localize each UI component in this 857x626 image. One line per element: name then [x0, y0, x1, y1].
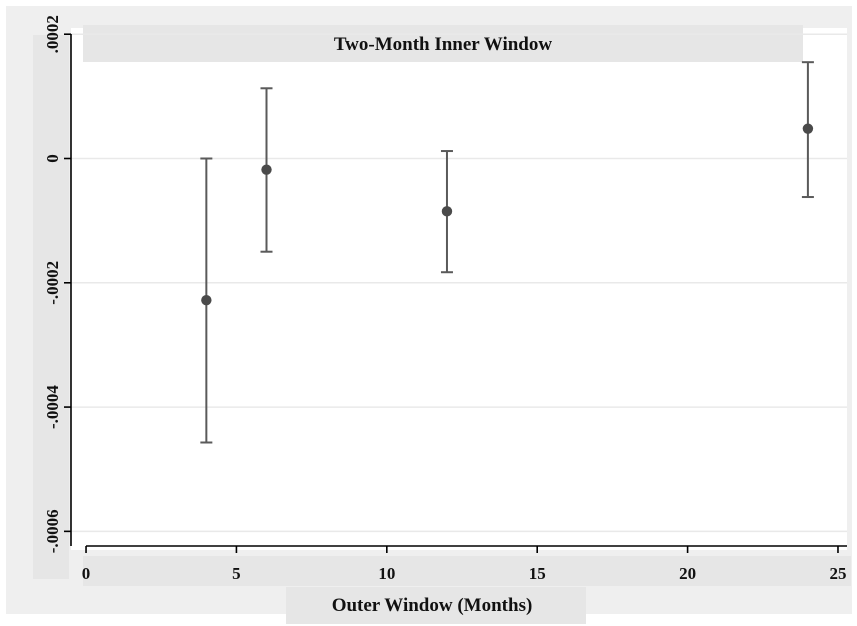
x-tick-label: 25 — [829, 564, 846, 583]
x-tick-label: 5 — [232, 564, 241, 583]
x-tick-label-strip — [83, 556, 851, 586]
y-tick-label: -.0004 — [43, 385, 62, 429]
axes — [64, 33, 847, 553]
point-marker — [441, 206, 453, 217]
point-marker — [802, 123, 814, 134]
data-point-group — [801, 61, 814, 199]
y-tick-label: .0002 — [43, 15, 62, 53]
data-point-group — [260, 87, 273, 253]
y-tick-label: -.0002 — [43, 261, 62, 305]
x-axis-title: Outer Window (Months) — [332, 595, 533, 616]
data-series — [200, 61, 814, 444]
plot-area — [71, 28, 847, 550]
point-marker — [261, 164, 272, 175]
point-marker — [201, 294, 212, 306]
y-tick-label-strip — [33, 35, 69, 579]
x-axis-title-strip — [286, 587, 586, 624]
x-tick-label: 10 — [378, 564, 395, 583]
x-tick-label: 15 — [529, 564, 546, 583]
chart-title: Two-Month Inner Window — [334, 34, 552, 55]
x-tick-label: 20 — [679, 564, 696, 583]
y-tick-label: 0 — [43, 154, 62, 163]
tick-labels: .0002 0 -.0002 -.0004 -.0006 0 5 10 15 20 25 — [43, 15, 846, 583]
title-strip — [83, 25, 803, 62]
data-point-group — [440, 150, 453, 274]
x-tick-label: 0 — [82, 564, 91, 583]
data-point-group — [200, 157, 213, 444]
y-tick-label: -.0006 — [43, 509, 62, 553]
grid-lines — [71, 33, 847, 533]
